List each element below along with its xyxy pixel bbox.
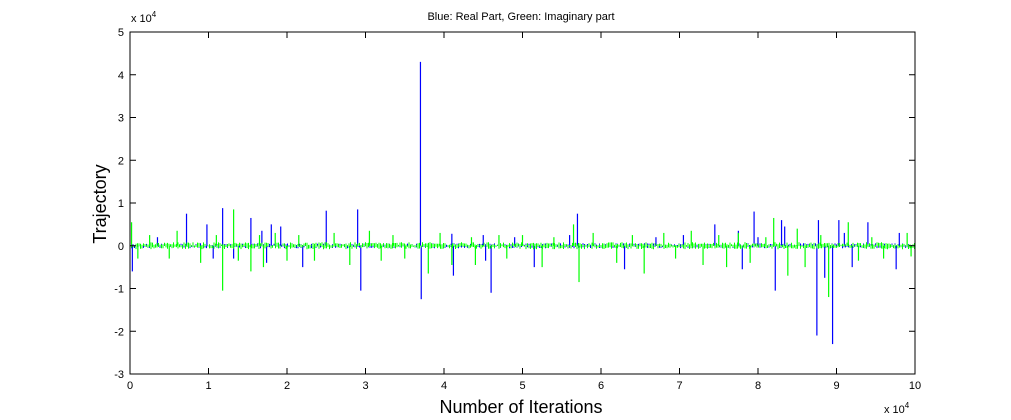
x-tick-label: 2: [284, 380, 290, 392]
y-tick-label: 1: [118, 198, 124, 210]
y-tick-label: 2: [118, 155, 124, 167]
x-tick-label: 10: [909, 380, 921, 392]
y-multiplier: x 104: [131, 10, 157, 25]
x-axis-label: Number of Iterations: [439, 397, 602, 417]
x-tick-label: 9: [833, 380, 839, 392]
y-tick-label: 3: [118, 113, 124, 125]
x-tick-label: 0: [127, 380, 133, 392]
series-1: [129, 209, 915, 298]
x-tick-label: 4: [441, 380, 447, 392]
x-tick-label: 1: [205, 380, 211, 392]
y-multiplier-base: x 10: [131, 13, 152, 25]
y-tick-label: -2: [114, 326, 124, 338]
x-tick-label: 7: [676, 380, 682, 392]
y-tick-label: 0: [118, 241, 124, 253]
y-multiplier-exp: 4: [152, 10, 157, 19]
y-tick-label: -3: [114, 369, 124, 381]
x-tick-label: 3: [362, 380, 368, 392]
y-tick-label: 4: [118, 70, 124, 82]
series-0: [129, 61, 915, 345]
y-tick-label: 5: [118, 27, 124, 39]
x-multiplier: x 104: [884, 401, 910, 416]
x-tick-label: 6: [598, 380, 604, 392]
axes-box: [129, 31, 916, 375]
x-tick-label: 8: [755, 380, 761, 392]
x-multiplier-base: x 10: [884, 404, 905, 416]
y-tick-label: -1: [114, 284, 124, 296]
x-tick-label: 5: [519, 380, 525, 392]
axes: 0 1 2 3 4 5 6 7 8 9 10 -3 -2 -1 0 1 2 3 4 5: [114, 27, 921, 392]
chart-title: Blue: Real Part, Green: Imaginary part: [427, 11, 614, 23]
plot-area: [129, 61, 915, 345]
x-multiplier-exp: 4: [905, 401, 910, 410]
y-axis-label: Trajectory: [90, 164, 110, 243]
